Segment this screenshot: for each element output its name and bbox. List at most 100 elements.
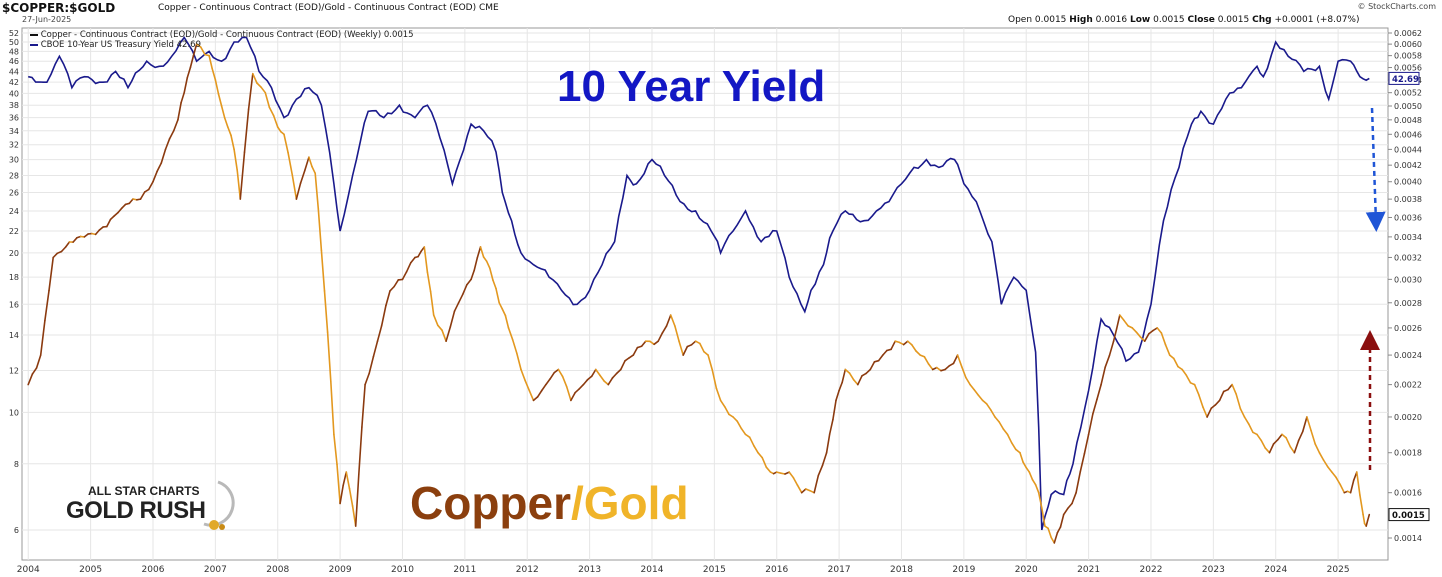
ratio-series-segment <box>869 360 876 371</box>
ratio-series-segment <box>1037 491 1043 509</box>
right-tick-label: 0.0056 <box>1394 64 1422 73</box>
ratio-series-segment <box>838 381 844 392</box>
ratio-series-segment <box>678 340 685 356</box>
ratio-series-segment <box>214 79 220 95</box>
ratio-series-segment <box>143 188 150 193</box>
ratio-series-segment <box>1164 343 1171 356</box>
ratio-series-segment <box>1210 404 1217 410</box>
x-tick-label: 2018 <box>890 565 913 575</box>
right-tick-label: 0.0030 <box>1394 275 1422 284</box>
ratio-series-segment <box>445 326 452 343</box>
left-tick-label: 6 <box>14 526 19 535</box>
ratio-series-segment <box>1014 448 1021 454</box>
ratio-series-segment <box>423 246 429 273</box>
ratio-series-segment <box>973 388 980 397</box>
ratio-series-segment <box>339 484 345 505</box>
left-tick-label: 40 <box>9 89 19 98</box>
ratio-series-segment <box>757 451 764 459</box>
ratio-series-segment <box>501 308 507 317</box>
ratio-series-segment <box>1218 390 1225 402</box>
ratio-series-segment <box>1277 433 1283 441</box>
ratio-series-segment <box>39 319 46 356</box>
ratio-series-segment <box>653 340 660 346</box>
ratio-series-segment <box>1071 491 1077 505</box>
chart-date: 27-Jun-2025 <box>22 15 72 24</box>
ratio-series-segment <box>376 324 383 343</box>
ratio-series-segment <box>690 340 697 346</box>
ratio-series-segment <box>1006 433 1013 444</box>
ratio-series-segment <box>1143 332 1150 343</box>
left-tick-label: 46 <box>9 57 19 66</box>
ohlc-readout: Open 0.0015 High 0.0016 Low 0.0015 Close… <box>1008 15 1360 25</box>
ratio-series-segment <box>800 488 807 494</box>
ratio-series-segment <box>1235 393 1242 410</box>
chg-value: +0.0001 (+8.07%) <box>1274 15 1360 25</box>
chg-label: Chg <box>1252 15 1272 25</box>
ratio-series-segment <box>429 290 435 316</box>
ratio-series-segment <box>715 387 722 402</box>
ratio-series-segment <box>1247 423 1254 434</box>
ratio-series-segment <box>902 340 909 346</box>
ratio-series-segment <box>287 152 294 176</box>
ratio-series-segment <box>1339 483 1346 494</box>
ratio-series-segment <box>1264 447 1271 454</box>
ratio-series-segment <box>1281 433 1287 439</box>
ratio-series-segment <box>570 391 576 402</box>
right-tick-label: 0.0060 <box>1394 40 1422 49</box>
ratio-series-segment <box>470 269 476 281</box>
right-tick-label: 0.0044 <box>1394 145 1422 154</box>
ratio-series-segment <box>1079 452 1086 473</box>
ratio-series-segment <box>1289 445 1296 454</box>
ratio-series-segment <box>1335 476 1341 486</box>
ratio-series-segment <box>168 129 175 140</box>
x-tick-label: 2021 <box>1077 565 1100 575</box>
ratio-series-segment <box>211 67 217 81</box>
ratio-series-segment <box>195 43 202 48</box>
ratio-series-segment <box>1268 443 1275 454</box>
ratio-series-segment <box>528 389 535 402</box>
right-tick-label: 0.0052 <box>1394 89 1422 98</box>
x-tick-label: 2009 <box>329 565 352 575</box>
ratio-series-segment <box>479 246 485 258</box>
ratio-series-segment <box>1349 479 1355 494</box>
ratio-series-segment <box>977 394 984 402</box>
ratio-series-segment <box>969 383 976 391</box>
ratio-series-segment <box>449 310 456 328</box>
x-tick-label: 2019 <box>952 565 975 575</box>
ratio-series-segment <box>441 329 447 343</box>
ratio-series-segment <box>223 117 229 128</box>
ratio-series-segment <box>64 241 71 248</box>
x-tick-label: 2006 <box>142 565 165 575</box>
yield-last-tag <box>1388 71 1420 85</box>
ratio-series-segment <box>48 256 55 292</box>
ratio-series-segment <box>1260 439 1267 449</box>
ratio-series-segment <box>956 354 963 368</box>
ratio-series-segment <box>314 172 320 210</box>
ratio-series-segment <box>796 484 803 494</box>
ratio-series-segment <box>326 331 332 383</box>
right-tick-label: 0.0050 <box>1394 102 1422 111</box>
yield-annotation: 10 Year Yield <box>557 62 826 111</box>
ratio-series-segment <box>200 46 206 56</box>
ratio-series-segment <box>1239 407 1246 418</box>
ratio-series-segment <box>117 207 123 214</box>
ratio-series-segment <box>792 476 799 487</box>
ratio-series-segment <box>994 416 1001 423</box>
x-tick-label: 2012 <box>516 565 539 575</box>
ratio-series-segment <box>1231 383 1237 396</box>
ratio-series-segment <box>1131 327 1138 334</box>
ratio-series-segment <box>380 304 387 327</box>
ratio-series-segment <box>736 420 743 430</box>
x-tick-label: 2017 <box>828 565 851 575</box>
x-tick-label: 2022 <box>1140 565 1163 575</box>
legend-yield-swatch <box>30 43 38 46</box>
symbol-title: $COPPER:$GOLD <box>2 1 116 15</box>
ratio-series-segment <box>177 101 182 121</box>
right-tick-label: 0.0014 <box>1394 534 1422 543</box>
ratio-series-segment <box>740 427 747 436</box>
ratio-series-segment <box>186 66 192 79</box>
ratio-series-segment <box>323 290 329 334</box>
left-tick-label: 48 <box>9 47 19 56</box>
ratio-series-segment <box>183 76 189 94</box>
ratio-series-segment <box>998 421 1005 430</box>
